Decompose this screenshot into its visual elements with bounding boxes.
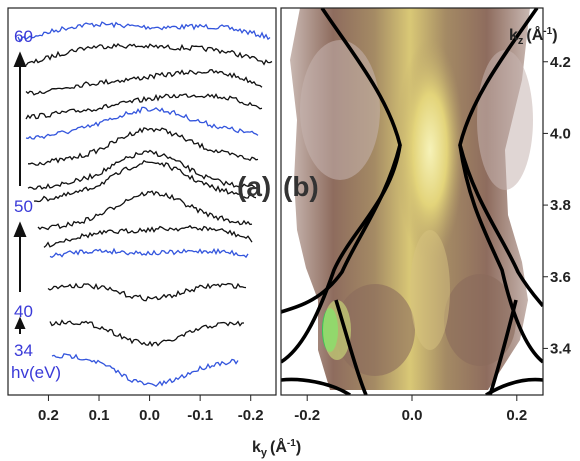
ky-axis-title: ky (Å-1) (252, 437, 301, 459)
band-line (334, 299, 368, 395)
x-tick-label: -0.1 (187, 407, 213, 424)
mdc-trace (37, 190, 253, 231)
hv-label: 34 (14, 341, 33, 360)
mdc-trace (49, 319, 244, 347)
mdc-trace (49, 247, 249, 259)
y-tick-label: 3.4 (550, 340, 572, 357)
panel-b-label: (b) (283, 171, 319, 202)
band-line (281, 144, 402, 364)
panel-a-label: (a) (237, 171, 271, 202)
band-line (458, 8, 543, 308)
x-tick-label: -0.2 (294, 407, 320, 424)
x-tick-label: 0.0 (139, 407, 160, 424)
x-tick-label: 0.1 (89, 407, 110, 424)
panel-b-heatmap (281, 8, 543, 395)
photon-energy-labels: 60 50 40 34 hv(eV) (11, 27, 61, 382)
mdc-trace (25, 93, 263, 120)
band-line (281, 377, 351, 395)
band-line (485, 377, 543, 395)
panel-a-x-ticks: 0.2 0.1 0.0 -0.1 -0.2 (38, 395, 264, 424)
mdc-trace (28, 127, 259, 166)
hv-label: 40 (14, 302, 33, 321)
band-line (458, 144, 543, 364)
x-tick-label: 0.2 (506, 407, 527, 424)
y-tick-label: 4.0 (550, 125, 571, 142)
mdc-trace (33, 159, 257, 203)
hv-label: hv(eV) (11, 363, 61, 382)
kz-axis-title: kz (Å-1) (509, 25, 558, 47)
mdc-trace (25, 69, 263, 96)
mdc-trace (25, 106, 259, 140)
x-tick-label: -0.2 (238, 407, 264, 424)
mdc-trace (47, 282, 247, 302)
y-tick-label: 4.2 (550, 54, 571, 71)
panel-a-frame (7, 7, 277, 396)
y-tick-label: 3.6 (550, 269, 571, 286)
panel-a-spectra (17, 21, 273, 388)
photon-energy-arrows (13, 51, 27, 334)
panel-b-ticks: -0.2 0.0 0.2 4.2 4.0 3.8 3.6 3.4 (294, 54, 571, 424)
mdc-trace (17, 21, 271, 43)
band-line (488, 299, 518, 395)
mdc-trace (27, 149, 257, 190)
y-tick-label: 3.8 (550, 197, 571, 214)
x-tick-label: 0.0 (402, 407, 423, 424)
x-tick-label: 0.2 (38, 407, 59, 424)
hv-label: 60 (14, 27, 33, 46)
mdc-trace (25, 43, 273, 66)
band-dispersion-lines (281, 8, 543, 395)
mdc-trace (43, 224, 253, 248)
mdc-trace (51, 353, 239, 388)
hv-label: 50 (14, 197, 33, 216)
